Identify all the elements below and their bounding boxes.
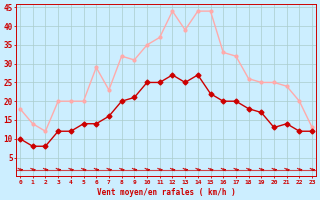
X-axis label: Vent moyen/en rafales ( km/h ): Vent moyen/en rafales ( km/h )	[97, 188, 236, 197]
